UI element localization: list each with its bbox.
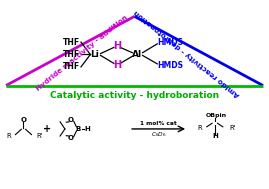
- Text: THF: THF: [62, 50, 80, 59]
- Text: 1 mol% cat: 1 mol% cat: [140, 121, 177, 125]
- Text: Li: Li: [90, 50, 99, 59]
- Text: THF: THF: [62, 38, 80, 47]
- Text: Catalytic activity - hydroboration: Catalytic activity - hydroboration: [50, 91, 219, 100]
- Text: O: O: [20, 117, 26, 123]
- Text: HMDS: HMDS: [157, 61, 183, 70]
- Text: B: B: [76, 126, 81, 132]
- Text: R: R: [197, 125, 202, 131]
- Text: $C_6D_6$: $C_6D_6$: [151, 130, 167, 139]
- Text: Al: Al: [132, 50, 142, 59]
- Text: HMDS: HMDS: [157, 38, 183, 47]
- Text: H: H: [113, 41, 121, 51]
- Text: THF: THF: [62, 62, 80, 71]
- Text: H: H: [212, 133, 218, 139]
- Text: O: O: [67, 135, 73, 141]
- Text: Hydride reactivity - addition: Hydride reactivity - addition: [36, 14, 129, 92]
- Text: Amido reactivity - deprotonation: Amido reactivity - deprotonation: [133, 8, 240, 97]
- Text: R': R': [229, 125, 236, 131]
- Text: O: O: [67, 117, 73, 123]
- Text: R': R': [36, 133, 43, 139]
- Text: +: +: [44, 124, 52, 134]
- Text: H: H: [84, 126, 90, 132]
- Text: H: H: [113, 60, 121, 70]
- Text: R: R: [7, 133, 11, 139]
- Text: OBpin: OBpin: [206, 113, 227, 118]
